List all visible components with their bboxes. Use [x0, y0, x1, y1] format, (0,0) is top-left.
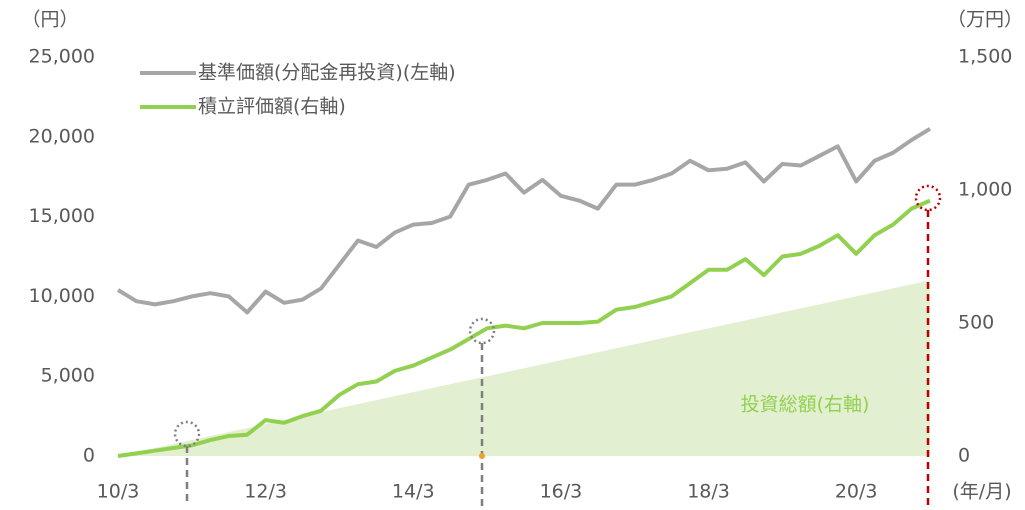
x-tick-label: 20/3	[835, 481, 878, 503]
highlight-circle	[914, 184, 942, 212]
x-tick-label: 16/3	[540, 481, 583, 503]
y2-tick-label: 500	[958, 312, 994, 334]
y-tick-label: 5,000	[41, 365, 95, 387]
line	[117, 198, 931, 458]
axis-dot	[479, 453, 485, 459]
x-tick-label: 10/3	[97, 481, 140, 503]
x-tick-label: 14/3	[392, 481, 435, 503]
y2-axis-label: （万円）	[947, 9, 1023, 31]
y-tick-label: 25,000	[29, 46, 95, 68]
y-tick-label: 20,000	[29, 125, 95, 147]
legend-label: 基準価額(分配金再投資)(左軸)	[198, 62, 456, 84]
area-label: 投資総額(右軸)	[741, 394, 870, 416]
highlight-circle	[468, 317, 496, 345]
line	[116, 127, 932, 315]
legend-label: 積立評価額(右軸)	[198, 96, 346, 118]
y2-tick-label: 1,000	[958, 179, 1012, 201]
y-tick-label: 0	[83, 445, 95, 467]
y2-tick-label: 0	[958, 445, 970, 467]
x-axis-label: (年/月)	[952, 481, 1011, 503]
y-axis-label: （円）	[21, 9, 78, 31]
x-tick-label: 12/3	[244, 481, 287, 503]
y2-tick-label: 1,500	[958, 46, 1012, 68]
y-tick-label: 15,000	[29, 205, 95, 227]
y-tick-label: 10,000	[29, 285, 95, 307]
x-tick-label: 18/3	[687, 481, 730, 503]
highlight-circle	[173, 420, 201, 448]
